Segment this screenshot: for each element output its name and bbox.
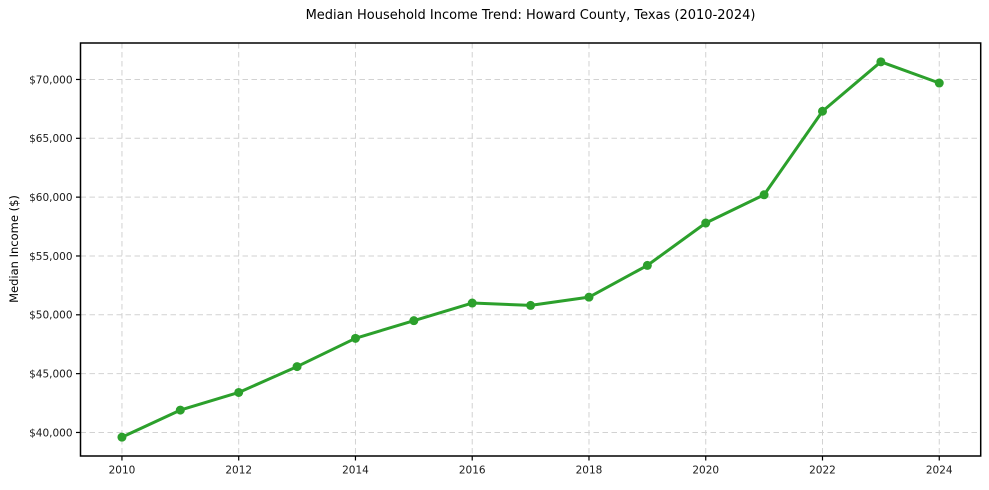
chart-title: Median Household Income Trend: Howard Co… (305, 8, 756, 23)
y-tick-label: $65,000 (29, 133, 72, 145)
data-point-2022 (817, 106, 827, 116)
trend-line (120, 60, 941, 439)
data-point-2016 (467, 298, 477, 308)
data-point-2021 (759, 190, 769, 200)
y-tick-label: $45,000 (29, 368, 72, 380)
data-point-2023 (876, 57, 886, 67)
y-tick-label: $60,000 (29, 192, 72, 204)
x-tick-label: 2022 (809, 465, 836, 477)
x-tick-label: 2012 (225, 465, 252, 477)
plot-border (79, 42, 982, 457)
x-tick-label: 2010 (109, 465, 136, 477)
y-tick-label: $55,000 (29, 251, 72, 263)
data-point-2014 (350, 333, 360, 343)
data-point-2024 (934, 78, 944, 88)
x-tick-label: 2016 (459, 465, 486, 477)
data-point-2019 (642, 260, 652, 270)
data-point-2011 (175, 405, 185, 415)
x-tick-label: 2014 (342, 465, 369, 477)
data-point-2020 (701, 218, 711, 228)
data-point-2010 (117, 432, 127, 442)
x-tick-label: 2020 (692, 465, 719, 477)
y-tick-label: $40,000 (29, 427, 72, 439)
y-tick-label: $70,000 (29, 74, 72, 86)
data-point-2013 (292, 362, 302, 372)
data-point-2012 (234, 387, 244, 397)
x-tick-label: 2024 (926, 465, 953, 477)
y-tick-label: $50,000 (29, 310, 72, 322)
x-tick-label: 2018 (576, 465, 603, 477)
data-point-2017 (526, 300, 536, 310)
data-point-2018 (584, 292, 594, 302)
data-point-2015 (409, 316, 419, 326)
